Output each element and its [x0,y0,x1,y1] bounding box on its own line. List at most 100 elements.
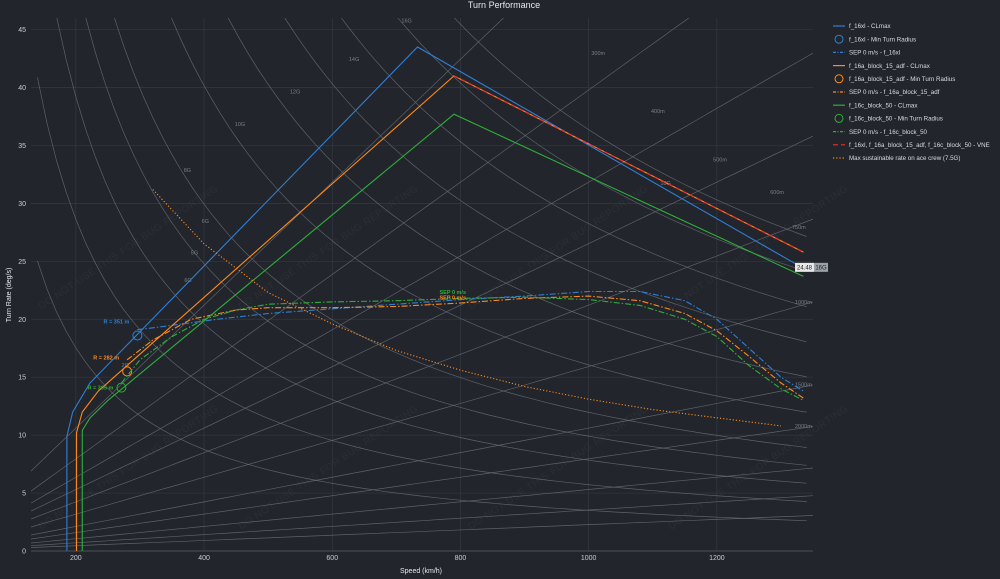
x-axis-label: Speed (km/h) [400,568,442,575]
radius-curve [31,301,813,528]
series-line [81,113,804,551]
y-tick-label: 20 [18,317,26,324]
min-radius-marker [132,330,143,341]
hover-extra: 16G [815,265,827,271]
y-tick-label: 45 [18,27,26,34]
legend-label: f_16c_block_50 - CLmax [849,102,918,109]
legend-item[interactable]: Max sustainable rate on ace crew (7.5G) [833,155,960,162]
legend-label: Max sustainable rate on ace crew (7.5G) [849,155,960,162]
legend-item[interactable]: SEP 0 m/s - f_16a_block_15_adf [833,89,940,96]
y-axis-label: Turn Rate (deg/s) [6,268,13,323]
g-load-label: 8G [184,168,191,174]
radius-curve [31,515,813,548]
g-load-curve [341,18,807,308]
y-tick-label: 5 [22,491,26,498]
g-load-curve [37,77,807,502]
series-line [137,290,804,392]
legend-label: f_16xl, f_16a_block_15_adf, f_16c_block_… [849,142,990,149]
radius-label: 1500m [795,382,812,388]
g-load-curve [114,18,807,448]
legend-label: f_16xl - CLmax [849,23,892,30]
g-load-curve [284,18,807,343]
g-load-curve [227,18,807,378]
g-load-label: 2G [122,363,129,369]
g-load-label: 14G [349,57,359,63]
radius-label: 750m [792,225,806,231]
y-tick-label: 25 [18,259,26,266]
radius-label: 2000m [795,424,812,430]
x-tick-label: 200 [70,555,82,562]
radius-label: 500m [713,158,727,164]
hover-extra-box [814,262,828,272]
legend-label: f_16c_block_50 - Min Turn Radius [849,116,943,123]
legend-item[interactable]: f_16a_block_15_adf - Min Turn Radius [834,74,955,84]
legend-item[interactable]: f_16c_block_50 - CLmax [833,102,918,109]
g-load-curve [397,18,807,272]
y-tick-label: 40 [18,85,26,92]
legend-swatch [834,74,844,84]
hover-value: 24.48 [797,265,813,271]
legend-swatch [834,113,844,123]
g-load-label: 5G [191,250,198,256]
overlay-curves [31,18,813,548]
x-tick-label: 1000 [581,555,597,562]
g-load-curve [453,18,807,237]
radius-label: 400m [651,109,665,115]
g-load-curve [171,18,807,413]
radius-label: 300m [591,51,605,57]
y-tick-label: 10 [18,433,26,440]
y-tick-label: 35 [18,143,26,150]
series-line [120,296,804,401]
legend-item[interactable]: SEP 0 m/s - f_16c_block_50 [833,129,928,136]
x-tick-label: 1200 [709,555,725,562]
min-radius-label: R = 351 m [104,319,130,325]
radius-curve [31,426,813,540]
min-radius-label: R = 282 m [93,355,119,361]
legend-swatch [834,34,844,44]
radius-curve [31,18,504,472]
radius-curve [31,384,813,536]
x-tick-label: 800 [455,555,467,562]
sep-annotation: SEP 0 m/s [440,290,467,296]
g-load-label: 6G [184,278,191,284]
g-load-curve [37,260,807,522]
g-load-curve [85,18,807,466]
radius-curve [31,52,813,504]
legend-label: SEP 0 m/s - f_16xl [849,50,900,57]
series-line [126,295,804,399]
legend-item[interactable]: f_16xl, f_16a_block_15_adf, f_16c_block_… [833,142,990,149]
legend-item[interactable]: SEP 0 m/s - f_16xl [833,50,900,57]
series-line [152,189,782,427]
x-tick-label: 400 [198,555,210,562]
legend-item[interactable]: f_16a_block_15_adf - CLmax [833,63,931,70]
min-radius-marker [116,382,127,393]
radius-label: 1000m [795,300,812,306]
series-line [453,75,804,253]
legend-label: SEP 0 m/s - f_16a_block_15_adf [849,89,940,96]
legend-item[interactable]: f_16xl - Min Turn Radius [834,34,916,44]
y-tick-label: 30 [18,201,26,208]
y-tick-label: 15 [18,375,26,382]
sep-annotation: SEP 0 m/s [440,296,467,302]
legend-label: f_16a_block_15_adf - Min Turn Radius [849,76,955,83]
x-tick-label: 600 [326,555,338,562]
legend-item[interactable]: f_16xl - CLmax [833,23,892,30]
radius-curve [31,495,813,547]
g-load-curve [56,18,807,484]
legend-label: f_16a_block_15_adf - CLmax [849,63,931,70]
g-load-label: 18G [660,181,670,187]
radius-label: 600m [770,190,784,196]
legend-label: SEP 0 m/s - f_16c_block_50 [849,129,928,136]
chart-title: Turn Performance [468,0,540,10]
legend-item[interactable]: f_16c_block_50 - Min Turn Radius [834,113,943,123]
y-tick-label: 0 [22,549,26,556]
series-line [66,46,804,551]
radius-curve [31,18,690,492]
min-radius-label: R = 305 m [88,386,114,392]
g-load-label: 12G [290,89,300,95]
radius-curve [31,218,813,520]
radius-curve [31,467,813,544]
g-load-label: 10G [235,122,245,128]
g-load-label: 16G [401,19,411,25]
